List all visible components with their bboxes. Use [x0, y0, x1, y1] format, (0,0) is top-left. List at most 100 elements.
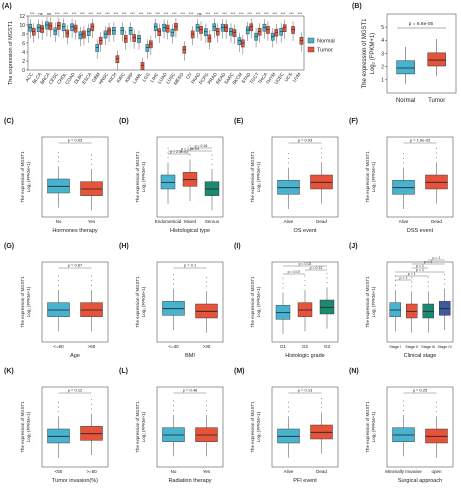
- legend-label-normal: Normal: [317, 39, 335, 45]
- x-tick-label-k: >=50: [86, 469, 97, 474]
- x-tick-label-g: >60: [88, 344, 96, 349]
- box-normal: [170, 28, 175, 37]
- outlier-point: [206, 409, 207, 411]
- significance-label: ***: [247, 11, 252, 16]
- x-tick-label-i: G2: [302, 344, 309, 349]
- x-tick-label-h: <=30: [168, 344, 179, 349]
- box-tumor: [90, 23, 95, 32]
- box-normal: [237, 37, 242, 45]
- p-value-l: p = 0.48: [183, 388, 198, 393]
- x-tick-label-j: Stage III: [421, 345, 435, 349]
- box-tumor: [31, 27, 36, 36]
- x-tick-label-a: LAML: [132, 71, 143, 84]
- significance-label: ***: [205, 11, 210, 16]
- x-axis-label-j: Clinical stage: [404, 353, 437, 359]
- outlier-point: [206, 276, 207, 278]
- outlier-point: [211, 159, 213, 161]
- y-axis-label-n: The expression of MGST1: [365, 401, 370, 453]
- x-tick-label-j: Stage II: [405, 345, 418, 349]
- box-tumor: [257, 27, 262, 36]
- y-axis-label-h-2: Log₂ (FPKM+1): [141, 286, 146, 317]
- x-tick-label-a: PCPG: [198, 71, 210, 85]
- box-normal: [195, 23, 200, 32]
- outlier-point: [58, 406, 59, 408]
- plot-area-f: [386, 136, 454, 218]
- y-axis-label-f-2: Log₂ (FPKM+1): [371, 161, 376, 192]
- x-tick-label-f: Alive: [399, 219, 409, 224]
- outlier-point: [173, 283, 174, 285]
- y-axis-label-g-2: Log₂ (FPKM+1): [26, 286, 31, 317]
- x-tick-label-a: LUSC: [165, 71, 177, 84]
- box-normal: [220, 23, 225, 32]
- p-value-i: p = 0.02: [299, 262, 312, 266]
- legend-swatch-tumor: [307, 46, 315, 53]
- significance-label: ***: [80, 11, 85, 16]
- outlier-point: [173, 400, 174, 402]
- box-tumor: [149, 40, 153, 49]
- p-value-j: p = 1: [424, 260, 432, 264]
- box-normal: [103, 30, 108, 39]
- panel-label-d: (D): [119, 118, 129, 125]
- box-normal: [70, 23, 74, 32]
- x-tick-label-a: TGCT: [249, 72, 260, 85]
- y-axis-label-i-2: Log₂ (FPKM+1): [256, 286, 261, 317]
- p-value-j: p = 1: [416, 268, 424, 272]
- x-tick-label-a: KICH: [107, 72, 117, 84]
- x-axis-label-c: Hormones therapy: [52, 228, 97, 234]
- box-tumor: [123, 35, 128, 43]
- outlier-point: [58, 161, 59, 163]
- box-normal: [45, 21, 49, 30]
- x-tick-label-a: KIRP: [124, 72, 134, 84]
- outlier-point: [403, 409, 404, 411]
- y-axis-label-e: The expression of MGST1: [250, 151, 255, 203]
- y-axis-label-d-2: Log₂ (FPKM+1): [141, 161, 146, 192]
- y-axis-label-f: The expression of MGST1: [365, 151, 370, 203]
- panel-label-j: (J): [349, 243, 358, 250]
- x-axis-label-g: Age: [70, 353, 80, 359]
- x-tick-label-a: CHOL: [56, 71, 68, 85]
- box-tumor: [57, 22, 61, 30]
- x-tick-label-e: Dead: [316, 219, 327, 224]
- outlier-point: [321, 407, 322, 409]
- plot-area-c: [41, 136, 109, 218]
- p-value-j: p = 1: [416, 264, 424, 268]
- plot-area-g: [41, 261, 109, 343]
- significance-label: ***: [214, 11, 219, 16]
- outlier-point: [58, 280, 59, 282]
- outlier-point: [173, 274, 174, 276]
- outlier-point: [288, 162, 289, 164]
- significance-label: ***: [239, 11, 244, 16]
- outlier-point: [58, 275, 59, 277]
- plot-area-b: [386, 13, 457, 94]
- box-tumor: [40, 25, 44, 33]
- x-axis-label-f: DSS event: [407, 228, 434, 234]
- p-value-h: p = 0.1: [184, 263, 197, 268]
- outlier-point: [58, 156, 59, 158]
- x-tick-label-a: LIHC: [149, 71, 159, 83]
- x-tick-label-a: UCS: [284, 72, 294, 83]
- x-tick-label-h: >30: [203, 344, 211, 349]
- outlier-point: [206, 405, 207, 407]
- x-tick-label-i: G1: [280, 344, 287, 349]
- significance-label: ns: [197, 11, 201, 16]
- x-tick-label-l: No: [171, 469, 177, 474]
- x-tick-label-j: Stage IV: [437, 345, 452, 349]
- x-tick-label-a: OV: [185, 71, 193, 80]
- box-normal: [87, 28, 91, 37]
- significance-label: ***: [155, 11, 160, 16]
- outlier-point: [403, 162, 404, 164]
- x-tick-label-b: Normal: [396, 98, 415, 104]
- y-axis-label-k: The expression of MGST1: [20, 401, 25, 453]
- outlier-point: [436, 152, 437, 154]
- x-tick-label-a: STAD: [241, 71, 252, 84]
- significance-label: ***: [180, 11, 185, 16]
- p-value-d: p = 0.16: [195, 144, 208, 148]
- box-tumor: [98, 36, 103, 45]
- significance-label: ***: [130, 11, 135, 16]
- box-tumor: [291, 26, 295, 34]
- panel-label-i: (I): [234, 243, 241, 250]
- box-tumor: [174, 23, 178, 31]
- x-tick-label-m: Dead: [316, 469, 327, 474]
- outlier-point: [58, 151, 59, 153]
- outlier-point: [173, 409, 174, 411]
